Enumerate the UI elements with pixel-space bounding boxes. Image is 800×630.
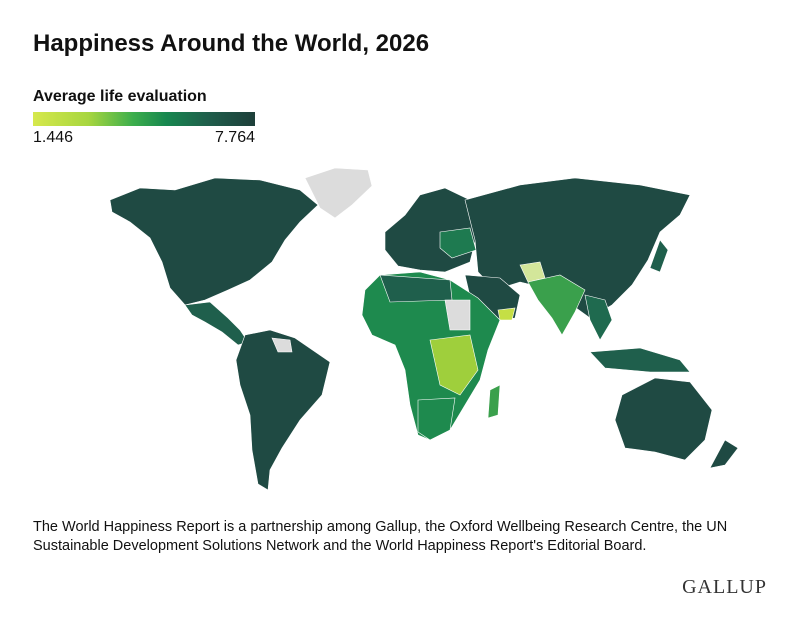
footnote: The World Happiness Report is a partners… (33, 519, 728, 554)
title: Happiness Around the World, 2026 (33, 30, 430, 57)
eastern-europe (439, 227, 477, 259)
yemen (497, 307, 516, 321)
logo: GALLUP (682, 576, 767, 598)
legend-gradient (33, 112, 255, 126)
australia (614, 377, 713, 461)
venezuela (271, 337, 293, 353)
north-america (109, 177, 319, 306)
indonesia (589, 347, 691, 373)
south-america (235, 329, 331, 491)
sahel-gap (444, 299, 471, 331)
new-zealand (709, 439, 739, 469)
japan (649, 239, 669, 273)
legend-label: Average life evaluation (33, 88, 207, 105)
legend-min: 1.446 (33, 129, 74, 146)
central-america (184, 301, 249, 346)
south-africa (417, 397, 456, 441)
legend-max: 7.764 (214, 129, 255, 146)
world-map (109, 167, 739, 491)
south-asia (527, 274, 586, 336)
greenland (304, 167, 373, 219)
southeast-asia (584, 294, 613, 341)
central-africa (429, 334, 479, 396)
madagascar (487, 384, 501, 419)
